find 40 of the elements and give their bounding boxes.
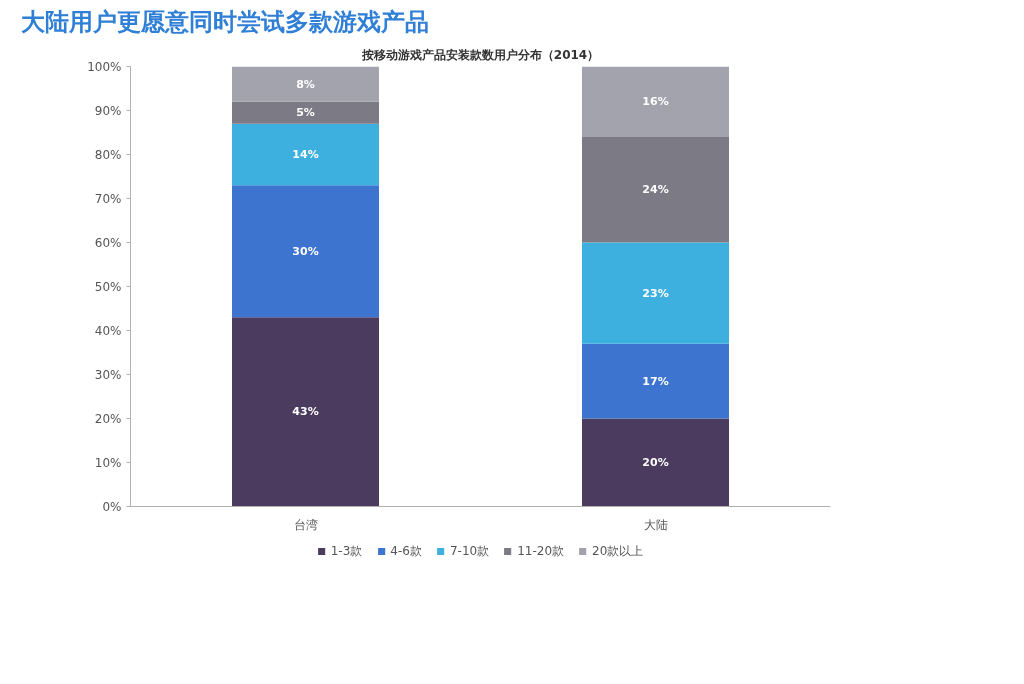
data-label: 14% bbox=[292, 148, 319, 161]
y-tick-label: 70% bbox=[94, 191, 122, 206]
bar bbox=[232, 123, 379, 186]
legend-label: 1-3款 bbox=[330, 542, 363, 560]
y-tick-label: 10% bbox=[94, 455, 122, 470]
y-tick-label: 80% bbox=[94, 147, 122, 162]
y-tick-label: 100% bbox=[87, 59, 122, 74]
bar bbox=[232, 101, 379, 124]
chart-subtitle: 按移动游戏产品安装款数用户分布（2014） bbox=[360, 47, 600, 62]
bar bbox=[582, 418, 729, 507]
y-tick-label: 30% bbox=[94, 367, 122, 382]
data-label: 24% bbox=[642, 183, 669, 197]
data-label: 20% bbox=[642, 456, 669, 469]
legend-label: 7-10款 bbox=[449, 542, 490, 560]
x-tick-label: 大陆 bbox=[643, 517, 668, 532]
data-label: 23% bbox=[642, 286, 669, 300]
data-label: 16% bbox=[642, 95, 669, 109]
x-tick-label: 台湾 bbox=[293, 517, 318, 532]
bar bbox=[232, 185, 379, 318]
data-label: 17% bbox=[642, 374, 669, 388]
data-label: 5% bbox=[296, 106, 315, 120]
legend-label: 11-20款 bbox=[517, 542, 565, 560]
y-tick-label: 90% bbox=[94, 103, 122, 118]
data-label: 8% bbox=[296, 77, 315, 91]
y-tick-label: 60% bbox=[94, 235, 122, 250]
y-tick-label: 40% bbox=[94, 323, 122, 338]
bar bbox=[582, 242, 729, 344]
bar bbox=[582, 66, 729, 137]
bar bbox=[582, 343, 729, 419]
bar bbox=[582, 136, 729, 243]
y-tick-label: 20% bbox=[94, 411, 122, 426]
legend-label: 20款以上 bbox=[592, 542, 644, 560]
y-tick-label: 50% bbox=[94, 279, 122, 294]
data-label: 30% bbox=[292, 244, 319, 258]
bar bbox=[232, 317, 379, 507]
legend-label: 4-6款 bbox=[390, 542, 422, 560]
chart-title: 大陆用户更愿意同时尝试多款游戏产品 bbox=[20, 7, 429, 36]
y-tick-label: 0% bbox=[102, 499, 122, 514]
data-label: 43% bbox=[292, 405, 319, 419]
bar bbox=[232, 66, 379, 102]
